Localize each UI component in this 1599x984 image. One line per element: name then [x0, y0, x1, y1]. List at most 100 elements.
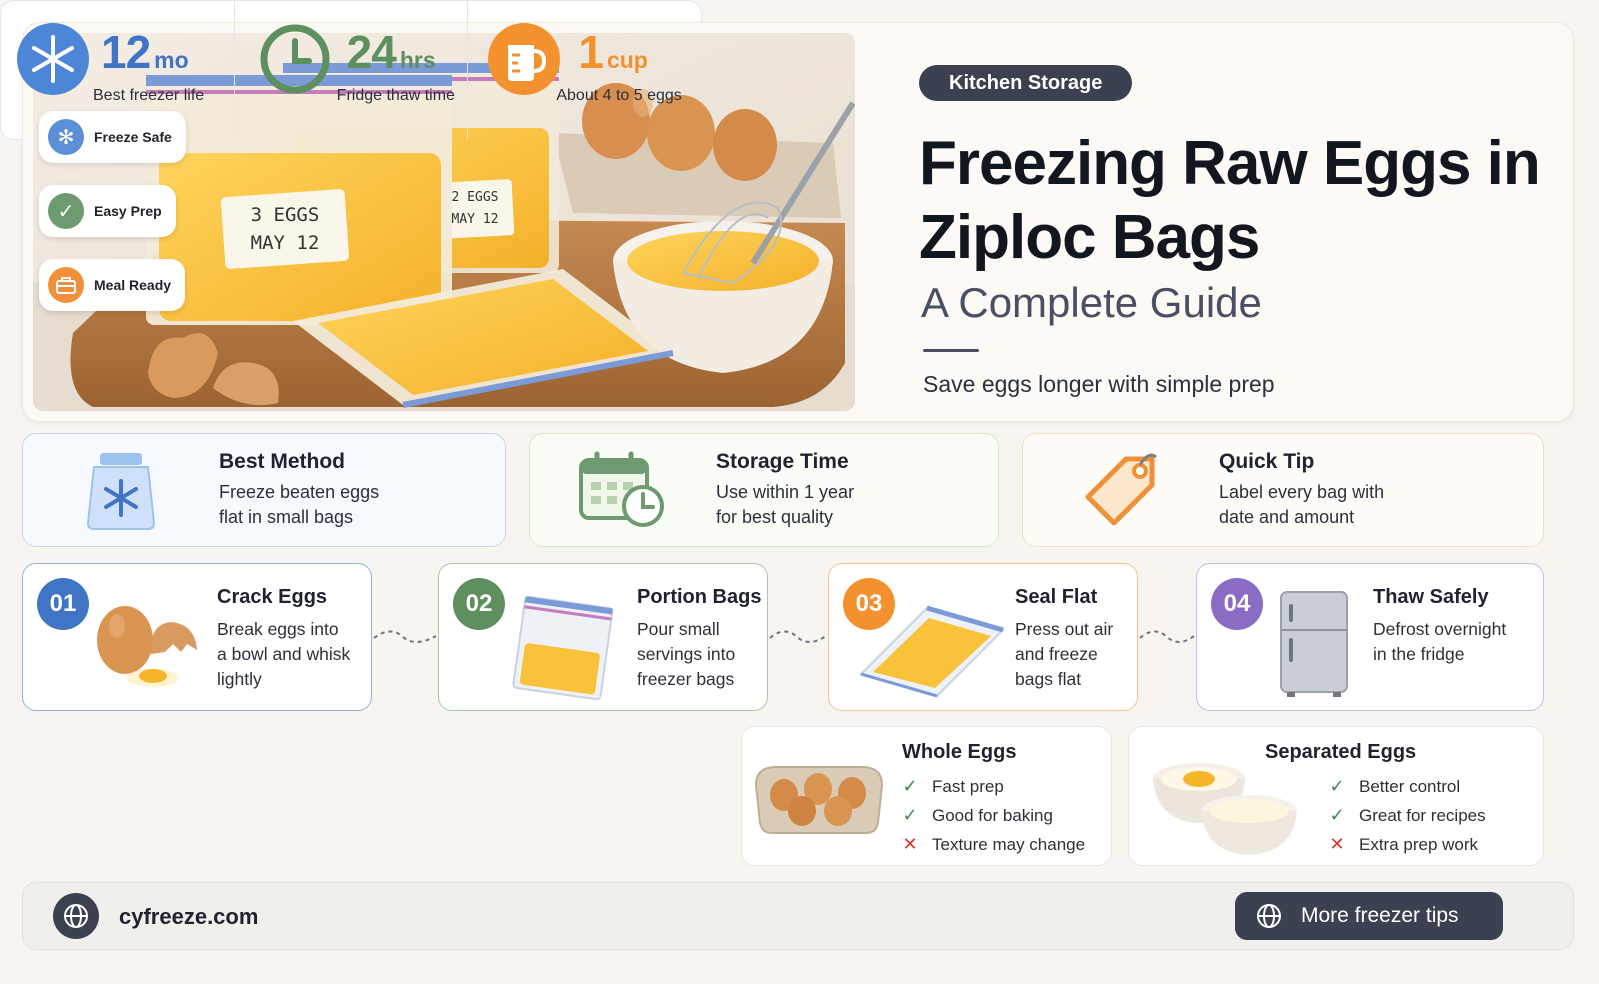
stat-thaw-time: 24 hrs Fridge thaw time	[233, 1, 468, 139]
globe-icon	[1257, 904, 1281, 928]
list-item: ✓ Fast prep	[902, 772, 1085, 801]
cross-icon: ✕	[1329, 834, 1345, 854]
step-title: Seal Flat	[1015, 586, 1098, 608]
chip-label: Freeze Safe	[94, 129, 172, 145]
page-subtitle: A Complete Guide	[921, 279, 1262, 326]
chip-label: Meal Ready	[94, 277, 172, 293]
info-line: for best quality	[716, 507, 834, 527]
step-connector	[769, 630, 827, 643]
compare-list: ✓ Better control ✓ Great for recipes ✕ Extr…	[1329, 772, 1486, 859]
step-title: Crack Eggs	[217, 586, 328, 608]
stat-freezer-life: 12 mo Best freezer life	[1, 1, 234, 139]
title-divider	[923, 349, 979, 352]
small-bag-label-line2: MAY 12	[452, 212, 499, 227]
info-line: date and amount	[1219, 507, 1355, 527]
big-bag-label-line1: 3 EGGS	[251, 204, 320, 226]
step-number: 03	[843, 578, 895, 630]
info-line: Label every bag with	[1219, 482, 1385, 502]
separated-bowls-icon	[1139, 739, 1309, 862]
step-card-thaw-safely: 04 Thaw Safely Defrost overnight in the …	[1196, 563, 1544, 711]
step-line: a bowl and whisk	[217, 644, 351, 664]
info-line: flat in small bags	[219, 507, 354, 527]
step-line: and freeze	[1015, 644, 1098, 664]
step-card-crack-eggs: 01 Crack Eggs Break eggs into a bowl and…	[22, 563, 372, 711]
step-number: 04	[1211, 578, 1263, 630]
measuring-cup-icon	[488, 23, 561, 95]
page-title: Freezing Raw Eggs in Ziploc Bags	[919, 129, 1541, 272]
info-card-best-method: Best Method Freeze beaten eggs flat in s…	[22, 433, 506, 547]
cracked-egg-icon	[91, 594, 203, 695]
info-title: Quick Tip	[1219, 450, 1315, 473]
category-tag: Kitchen Storage	[919, 65, 1133, 101]
step-line: Break eggs into	[217, 619, 339, 639]
step-line: lightly	[217, 669, 262, 689]
info-card-quick-tip: Quick Tip Label every bag with date and …	[1022, 433, 1544, 547]
big-bag-label-line2: MAY 12	[251, 232, 320, 254]
stat-value: 12 mo	[101, 26, 189, 78]
check-icon: ✓	[902, 805, 918, 825]
step-line: servings into	[637, 644, 736, 664]
small-bag-label-line1: 2 EGGS	[452, 190, 499, 205]
list-item: ✕ Texture may change	[902, 830, 1085, 859]
step-card-seal-flat: 03 Seal Flat Press out air and freeze ba…	[828, 563, 1138, 711]
clock-icon	[259, 23, 331, 95]
stat-label: Fridge thaw time	[336, 87, 455, 104]
step-number: 02	[453, 578, 505, 630]
step-line: Pour small	[637, 619, 720, 639]
more-tips-button[interactable]: More freezer tips	[1235, 892, 1503, 940]
stat-value: 24 hrs	[346, 26, 436, 78]
lunchbox-icon	[48, 267, 84, 303]
freezer-bag-icon	[23, 449, 219, 531]
snowflake-icon: ✻	[48, 119, 84, 155]
chip-freeze-safe: ✻ Freeze Safe	[39, 111, 186, 163]
flat-bag-icon	[851, 600, 1011, 705]
compare-title: Separated Eggs	[1265, 741, 1417, 763]
list-item: ✕ Extra prep work	[1329, 830, 1486, 859]
compare-card-separated-eggs: Separated Eggs ✓ Better control ✓ Great fo…	[1128, 726, 1544, 866]
snowflake-icon	[17, 23, 89, 95]
list-item: ✓ Great for recipes	[1329, 801, 1485, 830]
compare-title: Whole Eggs	[902, 741, 1017, 763]
list-item: ✓ Good for baking	[902, 801, 1085, 830]
globe-icon	[53, 893, 99, 939]
info-line: Freeze beaten eggs	[219, 482, 380, 502]
hero-photo: 2 EGGS MAY 12 3 EGGS MAY 12	[33, 33, 855, 411]
step-card-portion-bags: 02 Portion Bags Pour small servings into…	[438, 563, 768, 711]
step-connector	[1139, 630, 1195, 643]
step-line: Press out air	[1015, 619, 1114, 639]
chip-meal-ready: Meal Ready	[39, 259, 186, 311]
list-item: ✓ Better control	[1329, 772, 1486, 801]
chip-label: Easy Prep	[94, 203, 162, 219]
info-title: Storage Time	[716, 450, 849, 473]
stat-value: 1 cup	[578, 26, 648, 78]
compare-card-whole-eggs: Whole Eggs ✓ Fast prep ✓ Good for baking ✕…	[741, 726, 1112, 866]
step-title: Thaw Safely	[1373, 586, 1489, 608]
info-title: Best Method	[219, 450, 345, 473]
stats-panel: 12 mo Best freezer life 24 hrs Fridge thaw…	[0, 0, 702, 140]
info-line: Use within 1 year	[716, 482, 855, 502]
egg-carton-icon	[750, 749, 886, 844]
step-line: Defrost overnight	[1373, 619, 1507, 639]
stat-label: Best freezer life	[93, 87, 205, 104]
calendar-clock-icon	[530, 450, 716, 530]
step-number: 01	[37, 578, 89, 630]
check-icon: ✓	[1329, 805, 1345, 825]
site-link[interactable]: cyfreeze.com	[119, 904, 259, 929]
tagline: Save eggs longer with simple prep	[923, 371, 1275, 397]
filled-bag-icon	[505, 592, 621, 707]
step-line: bags flat	[1015, 669, 1082, 689]
stat-cup: 1 cup About 4 to 5 eggs	[467, 1, 701, 139]
more-tips-label: More freezer tips	[1301, 904, 1459, 927]
chip-easy-prep: ✓ Easy Prep	[39, 185, 176, 237]
check-icon: ✓	[48, 193, 84, 229]
info-card-storage-time: Storage Time Use within 1 year for best …	[529, 433, 999, 547]
check-icon: ✓	[1329, 776, 1345, 796]
stat-label: About 4 to 5 eggs	[556, 87, 682, 104]
price-tag-icon	[1023, 449, 1219, 531]
step-line: freezer bags	[637, 669, 735, 689]
step-connector	[373, 630, 437, 643]
step-line: in the fridge	[1373, 644, 1465, 664]
check-icon: ✓	[902, 776, 918, 796]
step-title: Portion Bags	[637, 586, 762, 608]
hero-card: 2 EGGS MAY 12 3 EGGS MAY 12 ✻ Freeze Saf…	[22, 22, 1574, 422]
